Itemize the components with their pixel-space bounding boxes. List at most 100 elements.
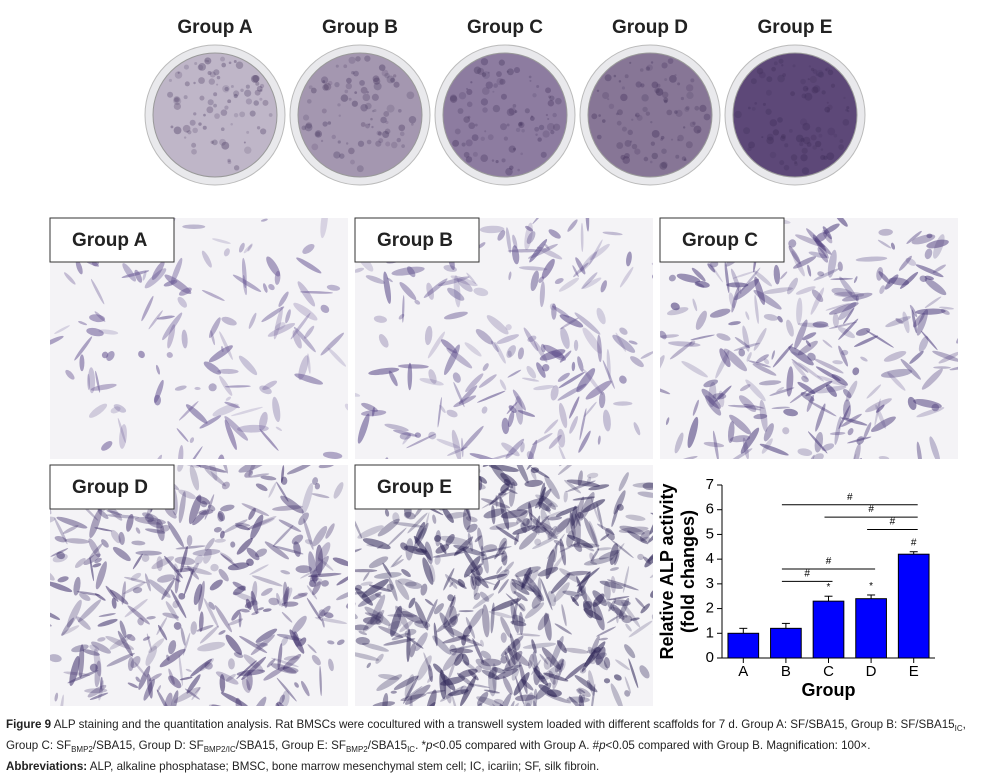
cell [494,541,507,560]
cell [448,662,455,680]
cell [203,548,212,564]
dish-speck [473,66,482,74]
dish-speck [362,93,371,102]
cell [576,368,596,393]
cell [473,576,480,597]
cell [805,380,833,397]
cell [250,590,258,614]
cell [312,581,321,596]
dish-speck [484,130,487,133]
cell [87,373,90,390]
dish-speck [674,74,677,77]
cell [238,465,268,473]
cell [745,311,750,320]
bracket-label: # [804,568,810,579]
cell [562,590,583,597]
cell [181,565,212,575]
figure-label: Figure 9 [6,718,52,731]
caption-text: /SBA15 [367,739,408,752]
cell [146,616,156,620]
dish-speck [552,112,557,118]
cell [602,360,615,389]
cell [694,280,710,288]
cell [436,613,460,633]
cell [593,647,601,653]
dish-speck [766,76,773,83]
cell [558,371,585,389]
cell [628,620,653,638]
cell [810,287,825,315]
dish-speck [521,129,525,133]
dish-speck [800,137,805,143]
cell [198,611,204,632]
cell [64,538,90,544]
cell [298,512,309,526]
cell [506,488,518,494]
cell [82,649,100,656]
cell [571,361,576,372]
cell [647,526,653,543]
dish-speck [487,134,494,141]
cell [399,281,417,301]
cell [678,455,698,459]
cell [221,195,249,214]
cell [281,601,299,607]
cell [374,572,402,579]
dish-speck [493,83,498,88]
cell [170,257,183,285]
caption-text: p [599,739,606,752]
cell [259,385,272,395]
cell [633,422,641,436]
cell [619,266,634,288]
cell [828,321,858,329]
dish-speck [311,143,319,151]
cell [518,603,526,612]
cell [32,605,40,614]
cell [467,532,474,552]
dish-speck [641,94,649,102]
cell [832,313,839,328]
cell [275,426,283,431]
cell [283,655,300,661]
dish-speck [506,108,515,117]
cell [555,506,578,517]
cell [94,557,102,564]
dish-speck [780,135,786,142]
dish-speck [620,154,626,160]
cell [463,555,481,578]
cell [88,367,96,394]
cell [148,579,171,598]
cell [756,178,761,209]
cell [260,218,268,222]
cell [426,282,434,300]
cell [178,592,186,600]
dish-speck [500,93,507,100]
cell [390,690,397,694]
cell [527,192,541,207]
cell [323,612,334,619]
cell [734,278,760,301]
cell [504,651,511,667]
cell [545,203,553,213]
cell [117,630,133,657]
cell [513,672,530,696]
cell [628,658,639,689]
cell [321,618,325,628]
cell [618,597,630,619]
dish-label: Group E [758,17,833,38]
cell [176,428,189,442]
cell [612,604,625,620]
dish-speck [802,122,811,131]
cell [449,644,457,656]
cell [414,601,429,631]
cell [363,705,381,706]
cell [232,274,262,292]
cell [355,636,370,646]
cell [510,579,517,595]
cell [164,555,183,579]
dish-speck [198,122,202,126]
cell [552,672,559,690]
dish-speck [503,136,508,141]
cell [90,383,117,391]
cell [121,175,139,186]
